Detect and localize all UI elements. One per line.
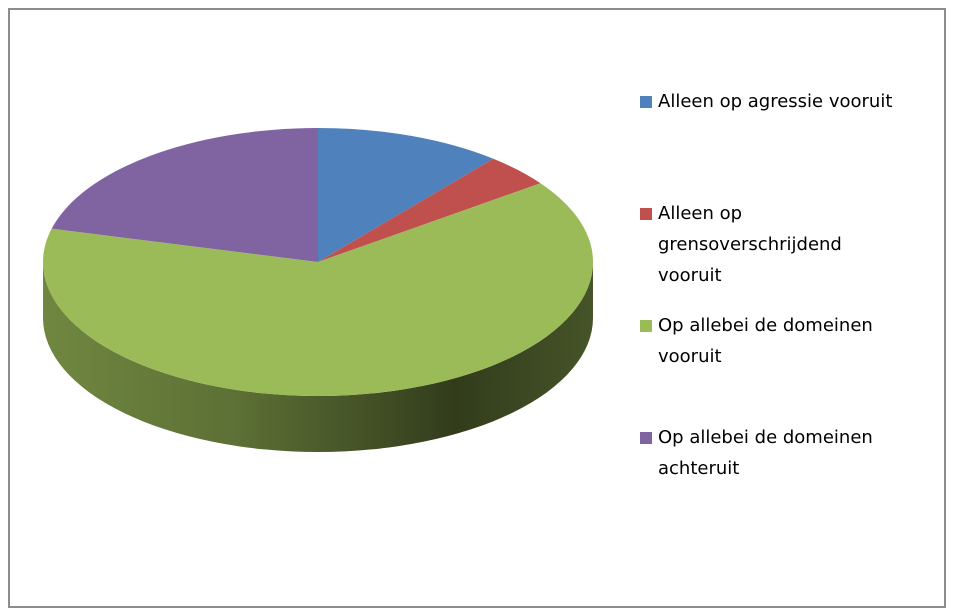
slice (318, 128, 494, 262)
slice (318, 158, 541, 262)
legend-label: Op allebei de domeinen achteruit (658, 427, 873, 479)
chart (43, 128, 594, 452)
legend-label: Alleen op agressie vooruit (658, 91, 893, 112)
legend-label: Op allebei de domeinen vooruit (658, 315, 873, 367)
legend-item: Alleen op grensoverschrijdend vooruit (640, 198, 870, 291)
legend-swatch (640, 320, 652, 332)
slice (51, 128, 319, 262)
legend-swatch (640, 432, 652, 444)
legend-swatch (640, 208, 652, 220)
page: {"chart_data": {"type": "pie3d", "catego… (8, 8, 946, 608)
legend-item: Alleen op agressie vooruit (640, 86, 892, 117)
legend-swatch (640, 96, 652, 108)
legend-label: Alleen op grensoverschrijdend vooruit (658, 203, 842, 286)
slice (43, 183, 594, 396)
legend-item: Op allebei de domeinen vooruit (640, 310, 930, 372)
slice-side (43, 262, 593, 452)
legend-item: Op allebei de domeinen achteruit (640, 422, 930, 484)
